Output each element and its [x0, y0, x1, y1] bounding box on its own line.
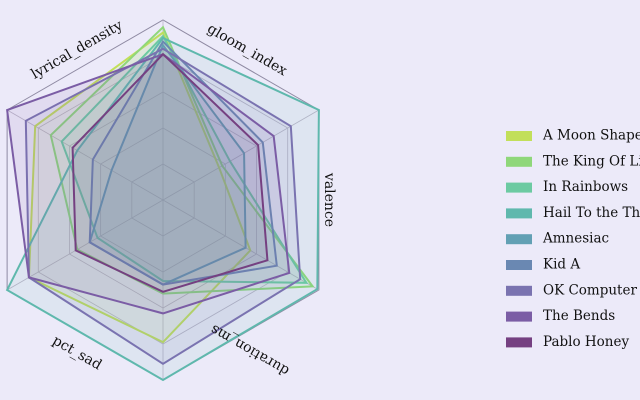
- legend-swatch: [506, 285, 532, 296]
- legend-item: Amnesiac: [506, 231, 609, 247]
- grid-spoke-5: [6, 109, 164, 201]
- legend-item: Kid A: [506, 257, 580, 273]
- legend-swatch: [506, 156, 532, 167]
- legend-label: Hail To the Thief: [543, 205, 640, 221]
- grid-spoke-1: [162, 109, 320, 201]
- legend-item: A Moon Shaped Pool: [506, 128, 640, 144]
- legend-item: The King Of Limbs: [506, 153, 640, 169]
- legend-item: Hail To the Thief: [506, 205, 640, 221]
- series-polygon-2: [49, 25, 315, 295]
- legend-label: OK Computer: [543, 282, 637, 298]
- axis-label-1: valence: [321, 172, 337, 227]
- legend-label: Amnesiac: [542, 231, 609, 247]
- legend-swatch: [506, 337, 532, 348]
- legend: A Moon Shaped Pool The King Of Limbs In Ra…: [506, 128, 640, 350]
- legend-swatch: [506, 208, 532, 219]
- legend-label: The King Of Limbs: [543, 153, 640, 169]
- series-polygon-9: [71, 52, 269, 293]
- legend-item: The Bends: [506, 308, 615, 324]
- grid-spoke-4: [6, 199, 164, 291]
- series-polygon-4: [5, 36, 320, 382]
- legend-label: A Moon Shaped Pool: [542, 128, 640, 144]
- legend-label: Kid A: [543, 257, 580, 273]
- legend-item: OK Computer: [506, 282, 637, 298]
- legend-swatch: [506, 131, 532, 141]
- legend-item: In Rainbows: [506, 179, 628, 195]
- legend-swatch: [506, 234, 532, 245]
- legend-item: Pablo Honey: [506, 334, 629, 350]
- legend-swatch: [506, 311, 532, 322]
- legend-label: In Rainbows: [543, 179, 628, 195]
- legend-label: Pablo Honey: [543, 334, 629, 350]
- series-polygon-6: [88, 39, 278, 286]
- radar-series: [5, 25, 320, 382]
- legend-label: The Bends: [543, 308, 615, 324]
- grid-spoke-2: [162, 199, 320, 291]
- legend-swatch: [506, 182, 532, 193]
- legend-swatch: [506, 260, 532, 270]
